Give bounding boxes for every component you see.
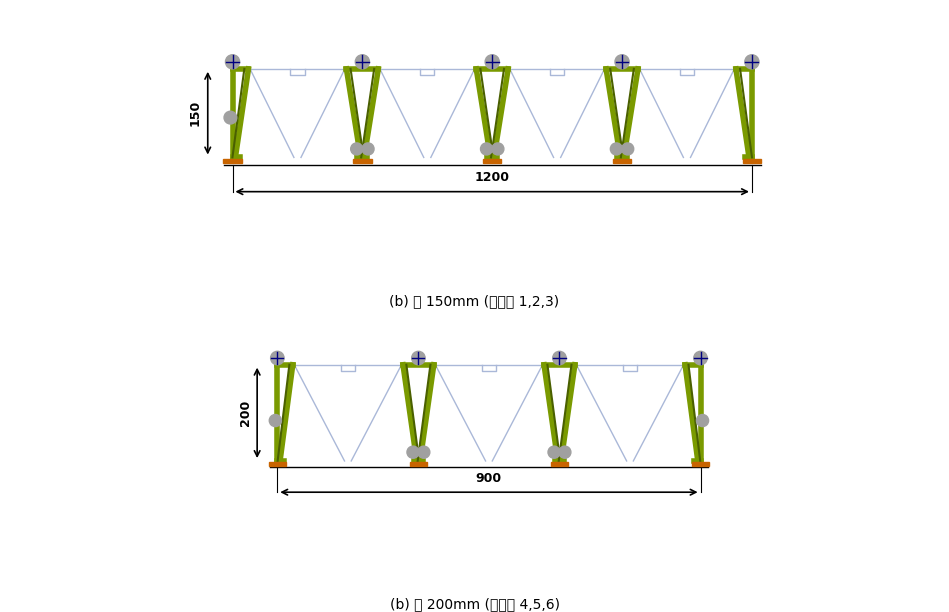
Bar bbox=[550, 462, 568, 466]
Circle shape bbox=[694, 351, 707, 365]
Text: 200: 200 bbox=[238, 400, 251, 426]
Circle shape bbox=[548, 446, 560, 458]
Bar bbox=[743, 159, 761, 163]
Circle shape bbox=[270, 351, 284, 365]
Circle shape bbox=[610, 143, 623, 155]
Circle shape bbox=[559, 446, 571, 458]
Bar bbox=[269, 462, 286, 466]
Circle shape bbox=[362, 143, 374, 155]
Text: (b) 춤 150mm (실험체 1,2,3): (b) 춤 150mm (실험체 1,2,3) bbox=[389, 294, 560, 308]
Circle shape bbox=[351, 143, 363, 155]
Circle shape bbox=[697, 414, 709, 427]
Circle shape bbox=[412, 351, 425, 365]
Circle shape bbox=[226, 54, 239, 69]
Bar bbox=[483, 159, 501, 163]
Circle shape bbox=[622, 143, 634, 155]
Circle shape bbox=[480, 143, 493, 155]
Text: (b) 춤 200mm (실험체 4,5,6): (b) 춤 200mm (실험체 4,5,6) bbox=[389, 597, 560, 611]
Circle shape bbox=[615, 54, 629, 69]
Circle shape bbox=[485, 54, 499, 69]
Bar bbox=[223, 159, 242, 163]
Text: 900: 900 bbox=[475, 472, 502, 485]
Bar bbox=[410, 462, 427, 466]
Circle shape bbox=[552, 351, 567, 365]
Bar bbox=[353, 159, 372, 163]
Text: 1200: 1200 bbox=[474, 171, 510, 184]
Circle shape bbox=[745, 54, 759, 69]
Text: 150: 150 bbox=[188, 100, 201, 126]
Circle shape bbox=[492, 143, 504, 155]
Circle shape bbox=[270, 414, 282, 427]
Bar bbox=[692, 462, 709, 466]
Bar bbox=[613, 159, 631, 163]
Circle shape bbox=[355, 54, 369, 69]
Circle shape bbox=[418, 446, 430, 458]
Circle shape bbox=[407, 446, 419, 458]
Circle shape bbox=[224, 111, 237, 124]
